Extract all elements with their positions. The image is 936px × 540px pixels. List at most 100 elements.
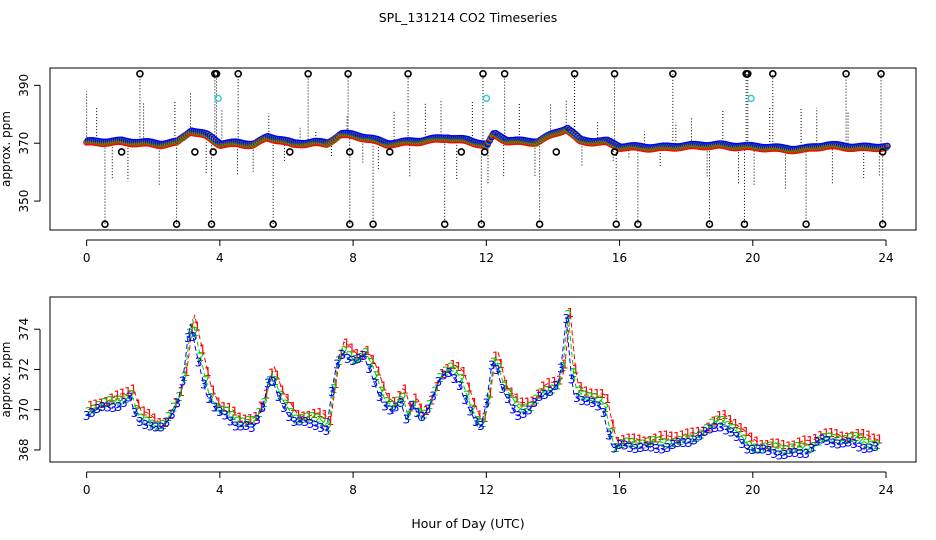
top-x-tick-label: 24 (878, 251, 893, 265)
series-3-marker: 3 (216, 405, 224, 419)
series-2-marker: 2 (554, 378, 562, 392)
series-3-marker: 3 (776, 448, 784, 462)
series-1-marker: 1 (460, 365, 468, 379)
series-2-marker: 2 (335, 354, 343, 368)
series-3-marker: 3 (546, 385, 554, 399)
series-2-marker: 2 (383, 395, 391, 409)
series-2-marker: 2 (831, 432, 839, 446)
series-1-marker: 1 (220, 400, 228, 414)
top-outlier-point (457, 148, 466, 156)
series-3-marker: 3 (125, 390, 133, 404)
series-3-marker: 3 (701, 425, 709, 439)
series-1-marker: 1 (657, 429, 665, 443)
series-2-marker: 2 (415, 406, 423, 420)
series-1-marker: 1 (764, 438, 772, 452)
series-2-marker: 2 (559, 360, 567, 374)
series-1-marker: 1 (401, 383, 409, 397)
series-1-marker: 1 (492, 349, 500, 363)
series-1-marker: 1 (337, 348, 345, 362)
bottom-plot-frame (49, 296, 917, 463)
series-2-marker: 2 (255, 406, 263, 420)
series-3-marker: 3 (680, 436, 688, 450)
top-data-layer (83, 69, 891, 229)
series-2-marker: 2 (495, 361, 503, 375)
series-2-marker: 2 (826, 431, 834, 445)
series-1-marker: 1 (689, 425, 697, 439)
series-3-marker: 3 (200, 378, 208, 392)
series-2-marker: 2 (671, 436, 679, 450)
series-3-marker: 3 (541, 388, 549, 402)
series-1-marker: 1 (801, 433, 809, 447)
x-axis-label: Hour of Day (UTC) (411, 516, 524, 531)
series-2-marker: 2 (410, 398, 418, 412)
series-3-marker: 3 (824, 434, 832, 448)
series-3-marker: 3 (760, 442, 768, 456)
series-3-marker: 3 (237, 420, 245, 434)
series-1-marker: 1 (145, 407, 153, 421)
series-3-marker: 3 (509, 402, 517, 416)
series-1-marker: 1 (332, 377, 340, 391)
series-1-marker: 1 (140, 405, 148, 419)
series-2-marker: 2 (820, 431, 828, 445)
series-2-marker: 2 (602, 401, 610, 415)
series-1-marker: 1 (135, 398, 143, 412)
series-3-marker: 3 (765, 444, 773, 458)
series-3-marker: 3 (179, 374, 187, 388)
series-3-marker: 3 (467, 404, 475, 418)
series-1-marker: 1 (225, 401, 233, 415)
series-2-marker: 2 (277, 388, 285, 402)
series-1-marker: 1 (700, 424, 708, 438)
series-1-marker: 1 (92, 398, 100, 412)
series-2-marker: 2 (634, 437, 642, 451)
series-2-marker: 2 (575, 385, 583, 399)
top-outlier-point (117, 148, 126, 156)
series-3-marker: 3 (632, 442, 640, 456)
series-2-marker: 2 (612, 441, 620, 455)
bottom-x-tick-label: 20 (745, 483, 760, 497)
series-1-marker: 1 (364, 344, 372, 358)
series-3-marker: 3 (568, 372, 576, 386)
series-2-marker: 2 (676, 434, 684, 448)
series-3-marker: 3 (514, 409, 522, 423)
series-2-marker: 2 (250, 414, 258, 428)
series-3-marker: 3 (424, 402, 432, 416)
series-3-marker: 3 (435, 375, 443, 389)
series-3-marker: 3 (637, 441, 645, 455)
series-3-marker: 3 (184, 331, 192, 345)
series-3-marker: 3 (610, 441, 618, 455)
series-3-marker: 3 (578, 394, 586, 408)
series-1-marker: 1 (684, 427, 692, 441)
series-1-marker: 1 (561, 357, 569, 371)
series-3-marker: 3 (706, 422, 714, 436)
series-2-marker: 2 (357, 351, 365, 365)
series-2-marker: 2 (474, 414, 482, 428)
series-1-marker: 1 (758, 438, 766, 452)
top-panel: 0 4 8 12 16 20 24 350 370 390 approx. ppm (0, 67, 917, 265)
series-1-marker: 1 (620, 433, 628, 447)
series-2-marker: 2 (570, 366, 578, 380)
series-2-marker: 2 (127, 388, 135, 402)
series-1-marker: 1 (215, 396, 223, 410)
top-outlier-point (743, 69, 752, 78)
series-3-marker: 3 (195, 355, 203, 369)
bottom-x-tick-label: 0 (83, 483, 91, 497)
series-1-marker: 1 (108, 392, 116, 406)
series-2-marker: 2 (437, 371, 445, 385)
series-3-marker: 3 (456, 379, 464, 393)
figure-title: SPL_131214 CO2 Timeseries (379, 10, 557, 25)
series-2-marker: 2 (618, 437, 626, 451)
series-2-marker: 2 (516, 401, 524, 415)
series-1-marker: 1 (636, 433, 644, 447)
series-2-marker: 2 (207, 391, 215, 405)
series-2-marker: 2 (421, 408, 429, 422)
top-outlier-point (878, 148, 887, 156)
series-2-marker: 2 (165, 410, 173, 424)
series-1-marker: 1 (412, 392, 420, 406)
series-1-marker: 1 (828, 426, 836, 440)
series-3-marker: 3 (109, 401, 117, 415)
series-3-marker: 3 (259, 401, 267, 415)
series-2-marker: 2 (548, 383, 556, 397)
series-3-line (86, 318, 876, 456)
top-x-tick-label: 20 (745, 251, 760, 265)
